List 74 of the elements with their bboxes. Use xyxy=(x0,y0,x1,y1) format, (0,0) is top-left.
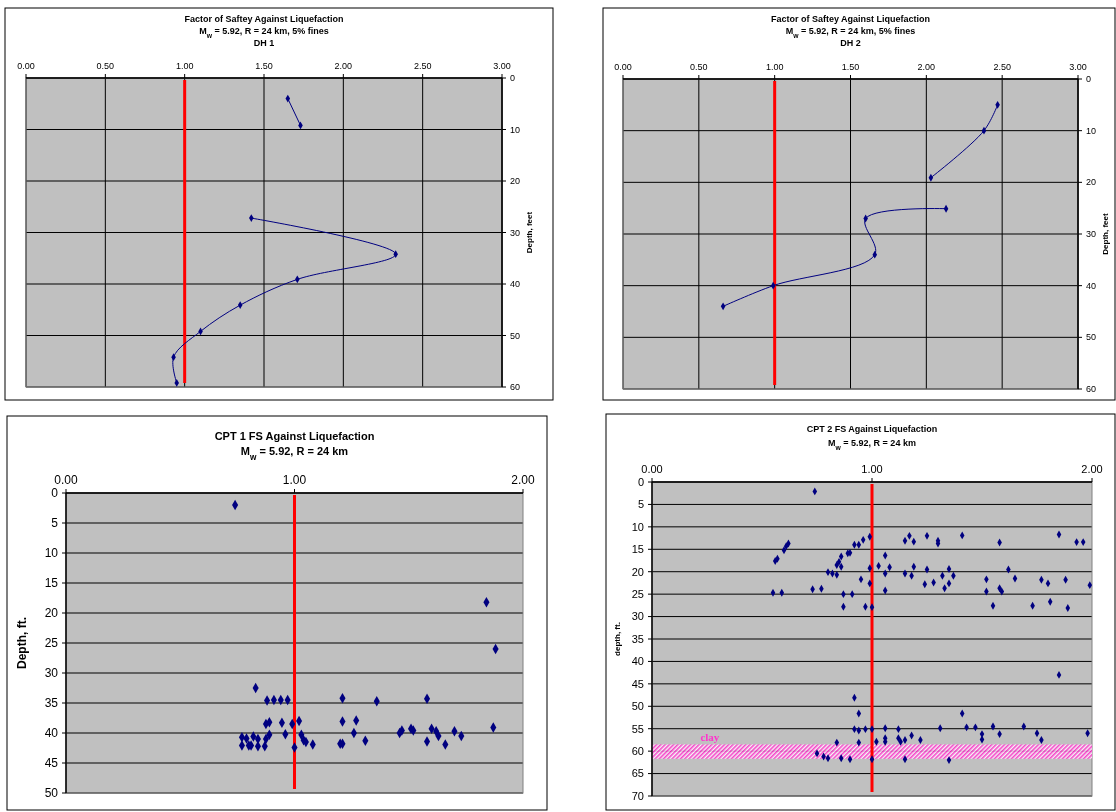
y-tick-label: 10 xyxy=(1086,125,1097,136)
chart-subtitle: M$_{w}$ = 5.92, R = 24 km xyxy=(828,438,916,451)
x-tick-label: 2.50 xyxy=(993,62,1011,72)
y-tick-label: 50 xyxy=(1086,332,1097,343)
y-tick-label: 60 xyxy=(631,744,644,757)
y-tick-label: 25 xyxy=(631,587,644,600)
x-tick-label: 0.50 xyxy=(96,61,115,71)
y-tick-label: 40 xyxy=(1086,280,1097,291)
y-tick-label: 35 xyxy=(631,632,644,645)
y-tick-label: 10 xyxy=(631,520,644,533)
x-tick-label: 0.00 xyxy=(54,473,78,487)
y-tick-label: 10 xyxy=(510,124,521,135)
x-tick-label: 2.50 xyxy=(413,61,432,71)
y-tick-label: 50 xyxy=(631,700,644,713)
y-tick-label: 40 xyxy=(510,279,521,290)
y-tick-label: 60 xyxy=(1086,384,1097,395)
y-tick-label: 15 xyxy=(631,543,644,556)
y-tick-label: 40 xyxy=(44,726,59,741)
y-tick-label: 50 xyxy=(510,330,521,341)
y-axis-title: depth, ft. xyxy=(613,622,622,656)
y-tick-label: 30 xyxy=(44,666,59,681)
x-tick-label: 0.00 xyxy=(17,61,35,71)
x-tick-label: 0.00 xyxy=(641,463,663,475)
y-tick-label: 20 xyxy=(510,176,521,187)
y-tick-label: 20 xyxy=(44,606,59,621)
y-tick-label: 30 xyxy=(510,227,521,238)
chart-title: Factor of Saftey Against Liquefaction xyxy=(770,14,931,24)
x-tick-label: 2.00 xyxy=(917,62,936,72)
y-tick-label: 25 xyxy=(44,636,59,651)
y-tick-label: 45 xyxy=(631,677,644,690)
y-tick-label: 55 xyxy=(631,722,644,735)
y-axis-title: Depth, ft. xyxy=(15,617,29,669)
chart-subtitle: M$_{w}$ = 5.92, R = 24 km, 5% fines DH 2 xyxy=(785,26,916,48)
y-tick-label: 30 xyxy=(631,610,644,623)
chart-title: Factor of Saftey Against Liquefaction xyxy=(184,14,344,24)
y-tick-label: 5 xyxy=(637,498,644,511)
x-tick-label: 1.50 xyxy=(255,61,273,71)
x-tick-label: 1.00 xyxy=(861,463,883,475)
band-label: clay xyxy=(700,731,720,744)
y-tick-label: 50 xyxy=(44,786,59,801)
x-tick-label: 0.00 xyxy=(614,62,632,72)
x-tick-label: 1.00 xyxy=(282,473,307,487)
y-tick-label: 20 xyxy=(631,565,644,578)
chart-subtitle: M$_{w}$ = 5.92, R = 24 km xyxy=(240,445,349,462)
y-axis-title: Depth, feet xyxy=(1101,213,1110,255)
y-tick-label: 60 xyxy=(510,382,521,393)
x-tick-label: 2.00 xyxy=(511,473,535,487)
y-tick-label: 0 xyxy=(510,73,516,84)
y-tick-label: 45 xyxy=(44,756,59,771)
y-tick-label: 5 xyxy=(51,516,59,531)
y-tick-label: 0 xyxy=(637,475,644,488)
y-tick-label: 30 xyxy=(1086,229,1097,240)
chart-subtitle: M$_{w}$ = 5.92, R = 24 km, 5% fines DH 1 xyxy=(199,26,329,48)
x-tick-label: 2.00 xyxy=(1081,463,1103,475)
x-tick-label: 1.00 xyxy=(175,61,194,71)
y-tick-label: 20 xyxy=(1086,177,1097,188)
y-tick-label: 10 xyxy=(44,546,59,561)
y-tick-label: 0 xyxy=(51,486,59,501)
y-tick-label: 35 xyxy=(44,696,59,711)
x-tick-label: 3.00 xyxy=(1069,62,1087,72)
x-tick-label: 2.00 xyxy=(334,61,353,71)
y-tick-label: 0 xyxy=(1086,74,1092,85)
x-tick-label: 1.50 xyxy=(841,62,860,72)
x-tick-label: 3.00 xyxy=(493,61,511,71)
y-tick-label: 65 xyxy=(631,767,644,780)
x-tick-label: 0.50 xyxy=(690,62,708,72)
y-tick-label: 40 xyxy=(631,655,644,668)
x-tick-label: 1.00 xyxy=(765,62,784,72)
chart-title: CPT 2 FS Against Liquefaction xyxy=(806,424,938,434)
y-tick-label: 70 xyxy=(631,789,644,802)
y-tick-label: 15 xyxy=(44,576,59,591)
y-axis-title: Depth, feet xyxy=(525,211,534,254)
point xyxy=(423,736,431,747)
chart-title: CPT 1 FS Against Liquefaction xyxy=(214,430,375,442)
